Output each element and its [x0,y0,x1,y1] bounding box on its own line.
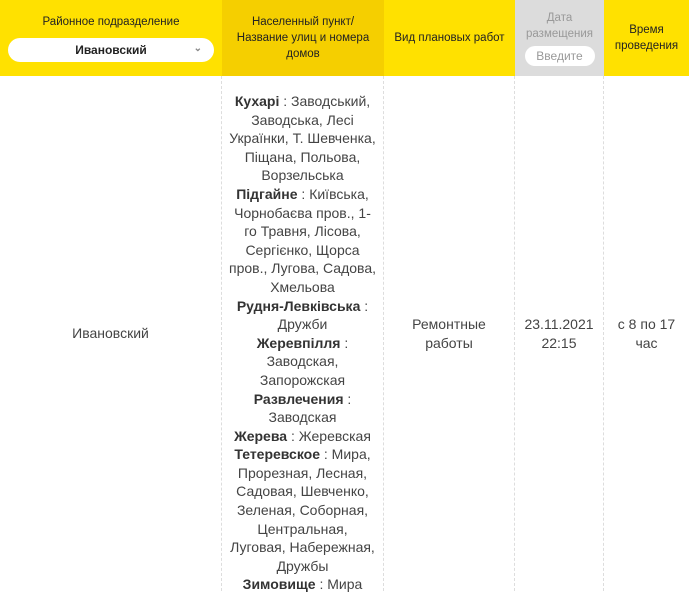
settlement-label: Населенный пункт/ Название улиц и номера… [236,16,370,60]
settlement-streets: Київська, Чорнобаєва пров., 1-го Травня,… [229,185,376,295]
settlement-streets: Жеревская [298,427,371,444]
settlement-name: Развлечения [253,390,344,407]
settlement-streets: Мира [327,576,363,593]
settlement-streets: Заводський, Заводська, Лесі Українки, Т.… [229,93,376,184]
date-label: Дата размещения [526,12,593,40]
settlement-streets: Мира, Прорезная, Лесная, Садовая, Шевчен… [230,446,375,574]
settlement-header: Населенный пункт/ Название улиц и номера… [222,0,384,76]
settlement-entry: Рудня-Левківська : Дружби [236,297,369,333]
settlement-name: Жеревпілля [256,334,341,351]
settlement-streets: Дружби [277,316,328,333]
date-input[interactable]: Введите [524,46,595,66]
district-select[interactable]: Ивановский ⌄ [8,38,214,62]
work-type-value: Ремонтные работы [412,315,486,351]
settlement-streets: Заводская [268,409,337,426]
date-header: Дата размещения Введите [515,0,604,76]
settlement-entry: Кухарі : Заводський, Заводська, Лесі Укр… [229,93,376,184]
settlement-name: Жерева [234,427,288,444]
work-type-label: Вид плановых работ [394,32,505,44]
district-select-value: Ивановский [75,43,147,57]
table-header: Районное подразделение Ивановский ⌄ Насе… [0,0,689,76]
time-label: Время проведения [614,24,679,52]
chevron-down-icon: ⌄ [193,43,202,54]
date-cell: 23.11.2021 22:15 [515,76,604,591]
settlements-cell: Кухарі : Заводський, Заводська, Лесі Укр… [222,76,384,593]
time-cell: с 8 по 17 час [604,76,689,591]
settlement-name: Підгайне [236,185,298,202]
settlement-entry: Підгайне : Київська, Чорнобаєва пров., 1… [229,185,376,295]
settlement-name: Кухарі [234,93,280,109]
settlement-streets: Заводская, Запорожская [259,353,346,388]
date-value: 23.11.2021 22:15 [524,315,594,351]
time-value: с 8 по 17 час [617,315,676,351]
time-header: Время проведения [604,0,689,76]
settlement-name: Зимовище [242,576,316,593]
district-header: Районное подразделение Ивановский ⌄ [0,0,222,76]
work-type-header: Вид плановых работ [384,0,515,76]
district-label: Районное подразделение [42,16,180,28]
settlement-entry: Зимовище : Мира [242,576,363,593]
settlement-name: Тетеревское [234,446,320,463]
settlement-name: Рудня-Левківська [236,297,361,314]
table-row: Ивановский Кухарі : Заводський, Заводськ… [0,76,689,593]
settlement-entry: Жеревпілля : Заводская, Запорожская [256,334,349,388]
district-cell: Ивановский [0,76,222,591]
settlement-entry: Развлечения : Заводская [253,390,352,426]
settlement-entry: Жерева : Жеревская [234,427,371,444]
settlement-entry: Тетеревское : Мира, Прорезная, Лесная, С… [230,446,375,574]
work-type-cell: Ремонтные работы [384,76,515,591]
